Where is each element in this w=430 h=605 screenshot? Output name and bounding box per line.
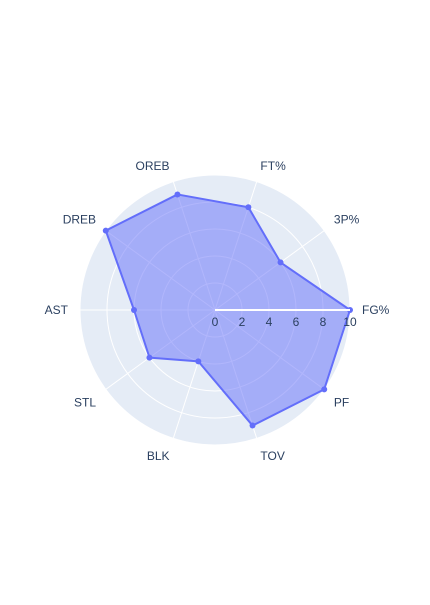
category-label-oreb: OREB bbox=[136, 159, 170, 173]
category-label-blk: BLK bbox=[147, 449, 170, 463]
label-layer: 0 2 4 6 8 10 FG% 3P% FT% OREB DREB AST STL BLK TOV PF bbox=[45, 159, 390, 463]
data-point-dreb bbox=[102, 227, 109, 234]
data-point-oreb bbox=[174, 191, 181, 198]
category-label-ast: AST bbox=[45, 303, 69, 317]
radial-tick-label: 10 bbox=[343, 315, 357, 329]
category-label-stl: STL bbox=[74, 395, 96, 409]
radial-tick-label: 4 bbox=[266, 315, 273, 329]
radial-tick-label: 0 bbox=[212, 315, 219, 329]
radial-tick-label: 2 bbox=[239, 315, 246, 329]
category-label-3p-: 3P% bbox=[334, 213, 360, 227]
category-label-ft-: FT% bbox=[260, 159, 286, 173]
data-point-pf bbox=[321, 386, 328, 393]
data-point-tov bbox=[249, 422, 256, 429]
radial-tick-label: 6 bbox=[293, 315, 300, 329]
data-point-blk bbox=[195, 358, 202, 365]
category-label-fg-: FG% bbox=[362, 303, 390, 317]
data-point-3p- bbox=[277, 259, 284, 266]
radial-tick-label: 8 bbox=[320, 315, 327, 329]
category-label-dreb: DREB bbox=[63, 213, 96, 227]
category-label-tov: TOV bbox=[260, 449, 284, 463]
data-point-stl bbox=[146, 354, 153, 361]
category-label-pf: PF bbox=[334, 395, 349, 409]
data-point-ft- bbox=[245, 204, 252, 211]
data-point-ast bbox=[131, 307, 137, 313]
